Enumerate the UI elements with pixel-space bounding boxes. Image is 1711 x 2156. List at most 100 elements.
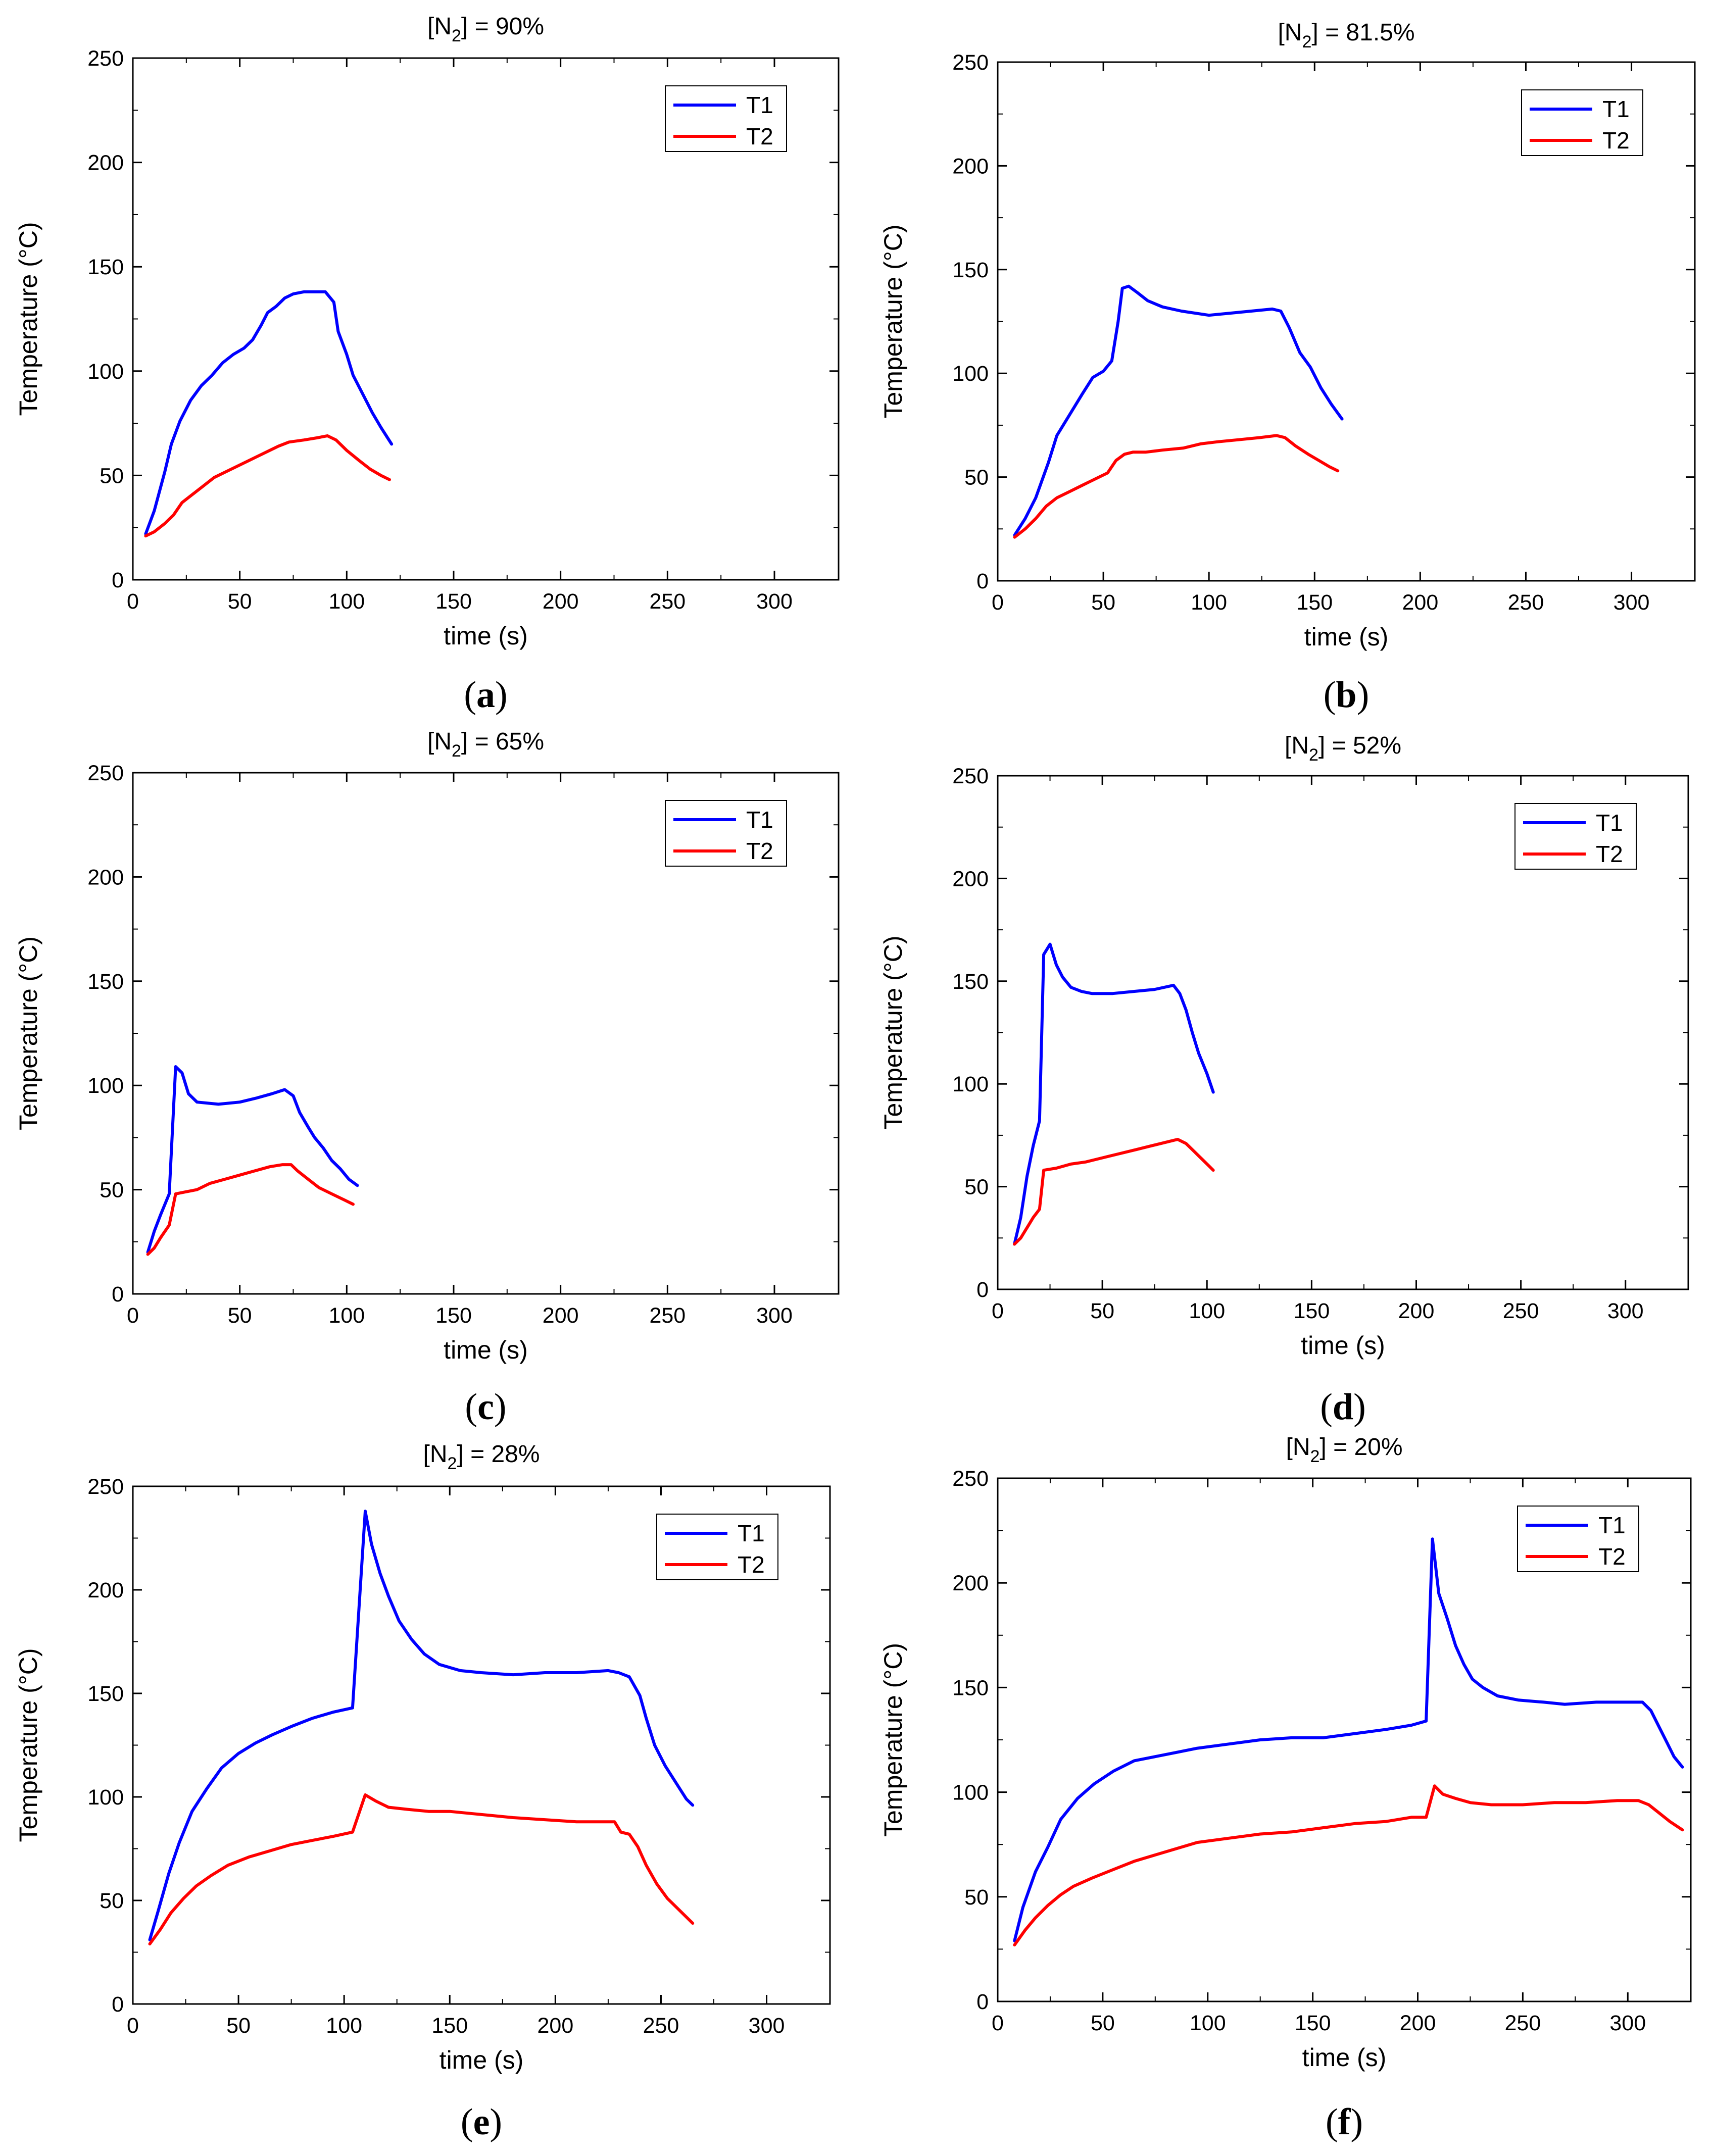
series-line-t2 — [1013, 1784, 1684, 1947]
legend-label: T2 — [746, 123, 773, 149]
caption-letter: a — [476, 674, 495, 716]
caption-paren: ) — [490, 2101, 502, 2143]
series-line-t1 — [148, 1510, 695, 1941]
chart-title: [N2] = 28% — [423, 1441, 540, 1473]
title-part: ] = 90% — [461, 13, 544, 40]
x-tick-label: 200 — [1402, 590, 1438, 615]
x-tick-label: 100 — [328, 589, 365, 614]
y-axis-label: Temperature (°C) — [879, 1643, 907, 1837]
title-subscript: 2 — [447, 1454, 457, 1473]
x-tick-label: 150 — [435, 1303, 472, 1328]
y-tick-label: 200 — [952, 154, 989, 178]
x-tick-label: 50 — [228, 1303, 252, 1328]
x-tick-label: 0 — [992, 2011, 1004, 2035]
y-tick-label: 50 — [964, 1175, 989, 1199]
y-tick-label: 150 — [87, 255, 124, 279]
x-tick-label: 300 — [756, 589, 793, 614]
caption-paren: ( — [1320, 1386, 1333, 1428]
x-tick-label: 250 — [649, 1303, 686, 1328]
caption-paren: ) — [1353, 1386, 1366, 1428]
legend-label: T2 — [1596, 841, 1623, 867]
title-subscript: 2 — [452, 741, 461, 761]
y-tick-label: 100 — [952, 1781, 989, 1805]
series-line-t2 — [148, 1793, 695, 1946]
y-axis-label: Temperature (°C) — [14, 936, 42, 1130]
y-tick-label: 100 — [952, 362, 989, 386]
x-tick-label: 100 — [1190, 2011, 1226, 2035]
caption-paren: ( — [1324, 674, 1336, 716]
series-line-t1 — [146, 1065, 359, 1254]
series-line-t2 — [1013, 434, 1340, 539]
series-line-t1 — [1013, 1537, 1684, 1942]
title-part: [N — [1285, 732, 1309, 759]
x-tick-label: 0 — [127, 2014, 139, 2038]
title-part: ] = 52% — [1318, 732, 1401, 759]
x-tick-label: 0 — [127, 1303, 139, 1328]
y-tick-label: 200 — [952, 867, 989, 891]
y-tick-label: 0 — [976, 569, 989, 593]
x-tick-label: 50 — [228, 589, 252, 614]
y-tick-label: 50 — [100, 1178, 124, 1202]
legend-label: T1 — [746, 92, 773, 118]
y-tick-label: 250 — [87, 46, 124, 71]
x-tick-label: 150 — [431, 2014, 468, 2038]
y-axis-label: Temperature (°C) — [14, 1648, 42, 1842]
x-tick-label: 200 — [543, 589, 579, 614]
y-tick-label: 50 — [100, 1889, 124, 1913]
x-tick-label: 250 — [643, 2014, 679, 2038]
y-tick-label: 0 — [976, 1278, 989, 1302]
legend-box — [1517, 1506, 1639, 1572]
title-part: ] = 20% — [1319, 1434, 1402, 1461]
y-axis-label: Temperature (°C) — [14, 222, 42, 416]
title-subscript: 2 — [452, 26, 461, 45]
y-tick-label: 100 — [87, 1074, 124, 1098]
title-part: ] = 81.5% — [1311, 19, 1414, 46]
y-tick-label: 150 — [87, 1682, 124, 1706]
x-tick-label: 100 — [328, 1303, 365, 1328]
panel-caption: (e) — [461, 2101, 502, 2143]
x-tick-label: 200 — [1400, 2011, 1436, 2035]
x-axis-label: time (s) — [1304, 623, 1389, 651]
y-tick-label: 0 — [976, 1990, 989, 2014]
y-tick-label: 50 — [964, 466, 989, 490]
caption-letter: c — [477, 1386, 494, 1428]
panel-caption: (a) — [464, 674, 507, 716]
y-tick-label: 250 — [952, 764, 989, 788]
x-tick-label: 150 — [1293, 1299, 1330, 1323]
legend-box — [665, 85, 787, 152]
series-line-t1 — [1013, 942, 1215, 1246]
legend-label: T1 — [1596, 810, 1623, 836]
title-part: [N — [427, 13, 452, 40]
x-axis-label: time (s) — [1302, 2043, 1387, 2072]
title-part: [N — [1286, 1434, 1310, 1461]
y-tick-label: 200 — [952, 1571, 989, 1595]
panel-a: 0 50 100 150 200 250 300 0 50 100 150 200 250 [N2] = … — [14, 13, 840, 716]
panel-caption: (f) — [1326, 2101, 1363, 2143]
x-axis-label: time (s) — [1301, 1331, 1385, 1360]
y-tick-label: 250 — [952, 51, 989, 75]
legend-label: T2 — [746, 838, 773, 864]
x-axis-label: time (s) — [444, 622, 528, 650]
chart-title: [N2] = 90% — [427, 13, 544, 45]
chart-title: [N2] = 52% — [1285, 732, 1401, 765]
caption-paren: ( — [1326, 2101, 1338, 2143]
panel-e: 0 50 100 150 200 250 300 0 50 100 150 200 250 [N2] = … — [14, 1441, 831, 2143]
x-tick-label: 300 — [1614, 590, 1650, 615]
y-tick-label: 150 — [952, 258, 989, 282]
title-part: ] = 28% — [457, 1441, 540, 1468]
series-line-t2 — [1013, 1138, 1215, 1246]
y-tick-label: 50 — [964, 1885, 989, 1910]
legend-box — [1514, 803, 1637, 870]
x-tick-label: 0 — [992, 1299, 1004, 1323]
chart-title: [N2] = 65% — [427, 728, 544, 761]
x-tick-label: 200 — [1398, 1299, 1435, 1323]
x-tick-label: 250 — [649, 589, 686, 614]
x-tick-label: 50 — [1091, 590, 1115, 615]
y-tick-label: 250 — [87, 761, 124, 785]
x-tick-label: 250 — [1508, 590, 1544, 615]
caption-letter: e — [473, 2101, 490, 2143]
y-axis-label: Temperature (°C) — [879, 936, 907, 1130]
x-tick-label: 0 — [992, 590, 1004, 615]
y-tick-label: 150 — [952, 1676, 989, 1700]
